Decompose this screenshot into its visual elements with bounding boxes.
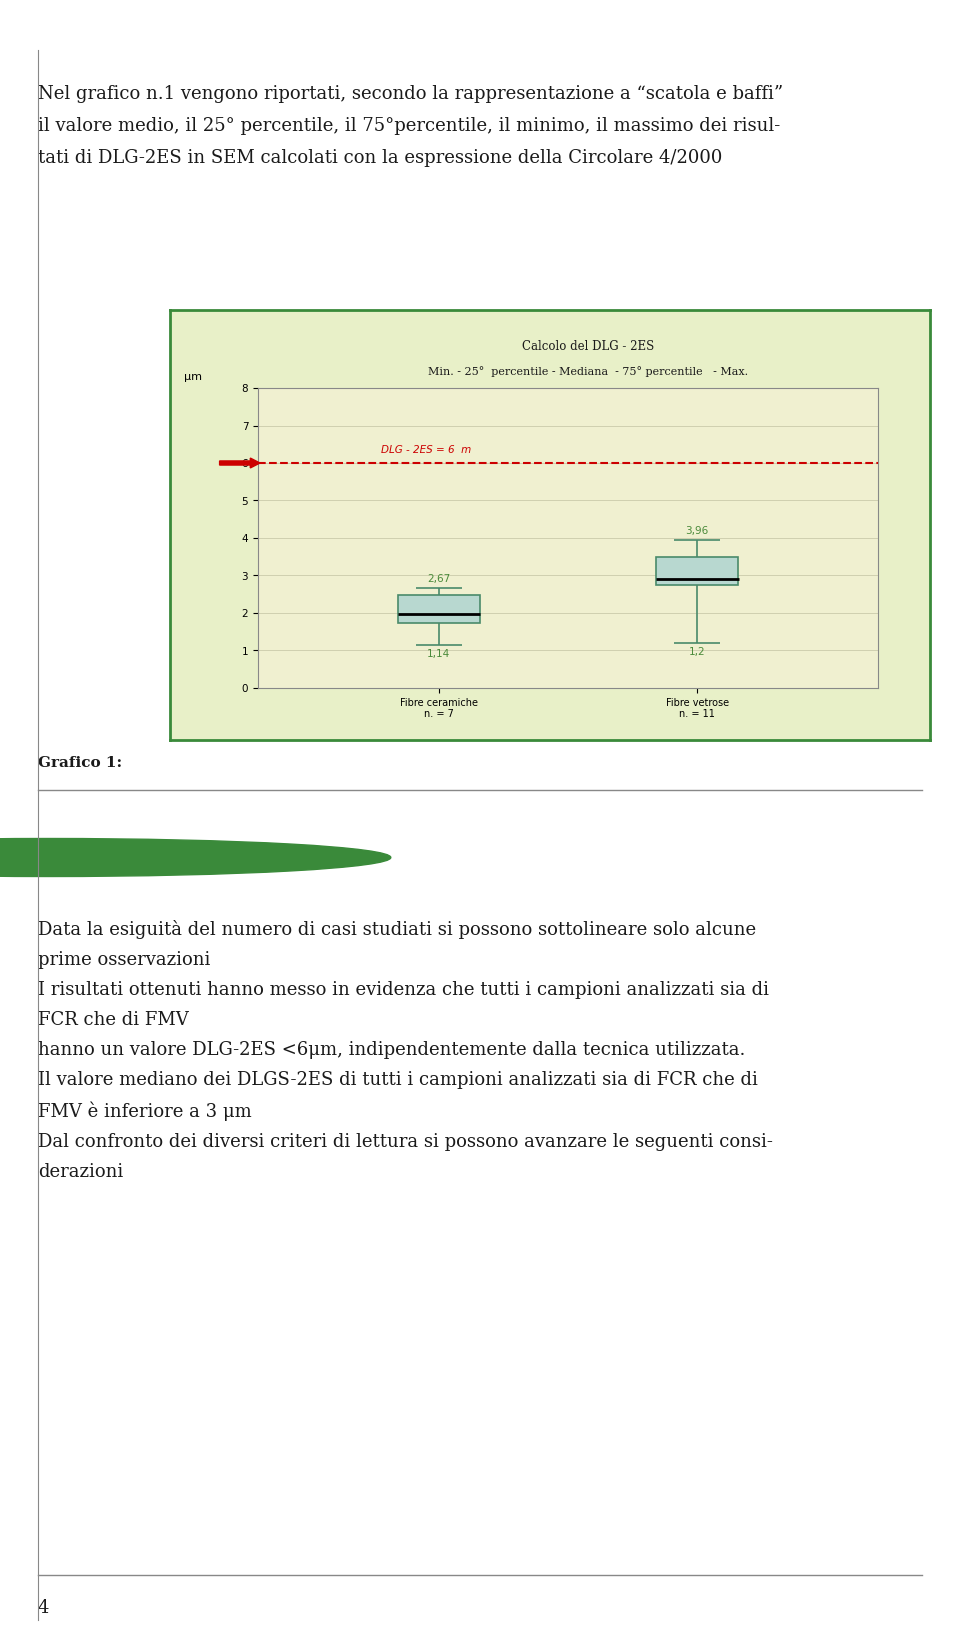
Text: 4: 4 (38, 1598, 49, 1616)
Text: 1,2: 1,2 (689, 646, 706, 656)
Text: 3,96: 3,96 (685, 526, 708, 536)
Text: μm: μm (183, 372, 202, 381)
Text: conclusioni: conclusioni (87, 843, 249, 866)
Text: Data la esiguità del numero di casi studiati si possono sottolineare solo alcune: Data la esiguità del numero di casi stud… (38, 921, 773, 1180)
Text: Min. - 25°  percentile - Mediana  - 75° percentile   - Max.: Min. - 25° percentile - Mediana - 75° pe… (428, 367, 748, 376)
Text: Calcolo del DLG - 2ES: Calcolo del DLG - 2ES (522, 340, 654, 353)
Bar (397, 595, 480, 623)
Circle shape (0, 838, 391, 876)
Bar (656, 557, 738, 585)
Text: 2,67: 2,67 (427, 574, 450, 584)
Text: 1,14: 1,14 (427, 649, 450, 659)
Text: DLG - 2ES = 6  m: DLG - 2ES = 6 m (381, 446, 471, 455)
Text: Nel grafico n.1 vengono riportati, secondo la rappresentazione a “scatola e baff: Nel grafico n.1 vengono riportati, secon… (38, 85, 783, 168)
Text: Grafico 1:: Grafico 1: (38, 756, 122, 769)
